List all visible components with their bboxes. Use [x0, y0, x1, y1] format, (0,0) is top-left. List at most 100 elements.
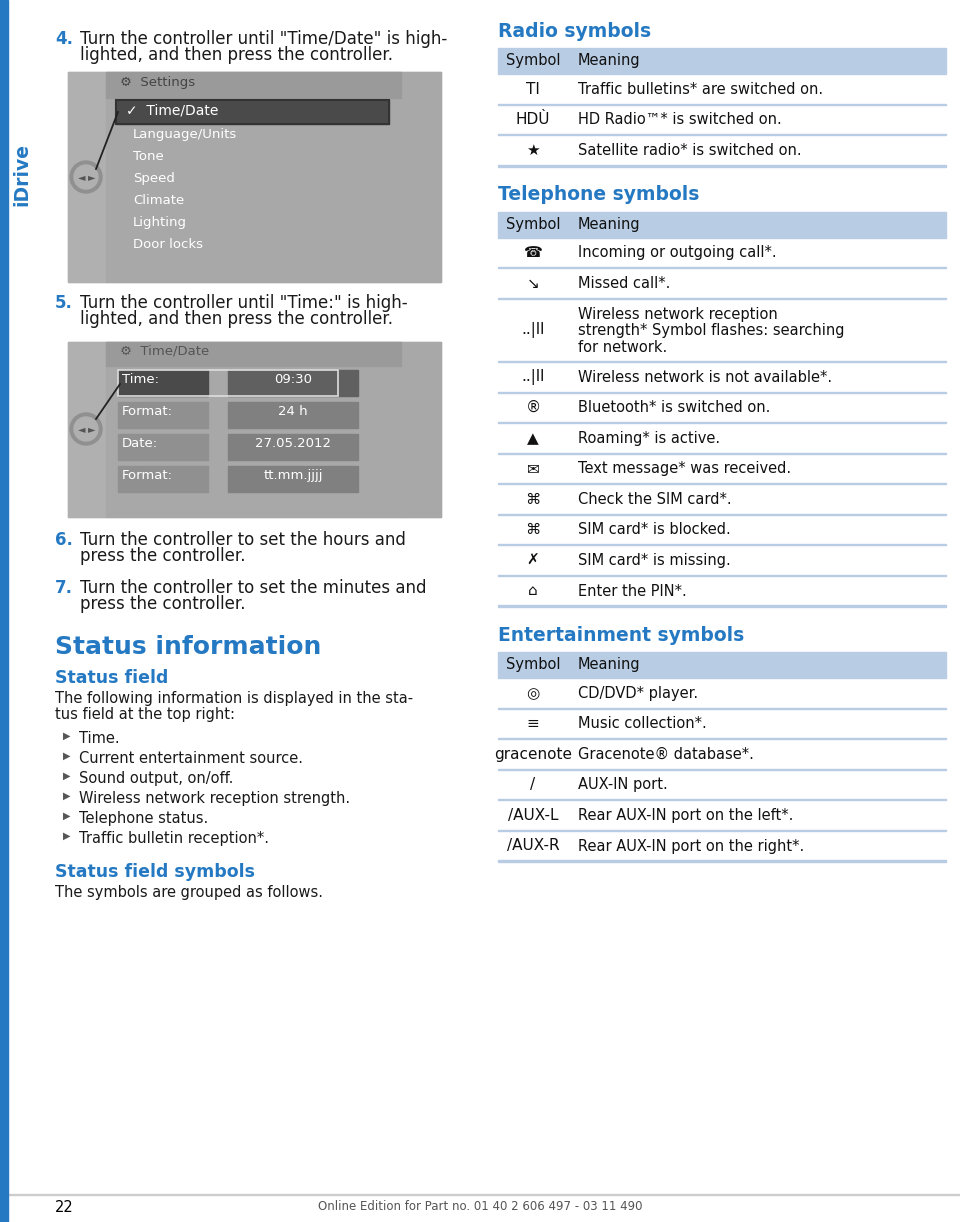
- Text: tt.mm.jjjj: tt.mm.jjjj: [263, 469, 323, 481]
- Text: Meaning: Meaning: [578, 657, 640, 672]
- Circle shape: [70, 413, 102, 445]
- Text: ✓  Time/Date: ✓ Time/Date: [126, 103, 218, 117]
- Bar: [118, 370, 208, 396]
- Text: ◄: ◄: [79, 172, 85, 182]
- Text: 22: 22: [55, 1200, 74, 1215]
- Bar: [0, 1194, 960, 1222]
- Text: Incoming or outgoing call*.: Incoming or outgoing call*.: [578, 246, 777, 260]
- Text: The symbols are grouped as follows.: The symbols are grouped as follows.: [55, 885, 323, 899]
- Text: 7.: 7.: [55, 579, 73, 598]
- Bar: [498, 653, 946, 678]
- Text: ☎: ☎: [523, 246, 542, 260]
- Text: Lighting: Lighting: [133, 216, 187, 229]
- Text: ✉: ✉: [527, 461, 540, 477]
- Text: ..|ll: ..|ll: [521, 323, 544, 338]
- Text: lighted, and then press the controller.: lighted, and then press the controller.: [80, 310, 393, 327]
- Text: ⌘: ⌘: [525, 522, 540, 538]
- Text: 4.: 4.: [55, 31, 73, 48]
- Bar: [68, 342, 441, 517]
- Text: ▲: ▲: [527, 430, 539, 446]
- Bar: [106, 72, 401, 282]
- Text: Telephone status.: Telephone status.: [79, 811, 208, 826]
- Text: ▶: ▶: [63, 791, 70, 800]
- Text: 6.: 6.: [55, 532, 73, 549]
- Bar: [0, 0, 8, 1222]
- Text: Status field symbols: Status field symbols: [55, 863, 255, 881]
- Text: Symbol: Symbol: [506, 216, 561, 231]
- Text: Enter the PIN*.: Enter the PIN*.: [578, 583, 686, 599]
- Bar: [68, 342, 106, 517]
- Text: Satellite radio* is switched on.: Satellite radio* is switched on.: [578, 143, 802, 158]
- Text: 09:30: 09:30: [274, 373, 312, 386]
- Text: ..|ll: ..|ll: [521, 369, 544, 385]
- Text: iDrive: iDrive: [12, 143, 32, 207]
- Text: Check the SIM card*.: Check the SIM card*.: [578, 492, 732, 507]
- Bar: [401, 342, 441, 517]
- Text: Music collection*.: Music collection*.: [578, 716, 707, 732]
- Bar: [106, 342, 401, 517]
- Text: ✗: ✗: [527, 552, 540, 568]
- Text: Rear AUX-IN port on the left*.: Rear AUX-IN port on the left*.: [578, 808, 793, 822]
- Text: Turn the controller to set the hours and: Turn the controller to set the hours and: [80, 532, 406, 549]
- Text: HD Radio™* is switched on.: HD Radio™* is switched on.: [578, 112, 781, 127]
- Text: for network.: for network.: [578, 340, 667, 354]
- Text: gracenote: gracenote: [494, 747, 572, 761]
- Text: Traffic bulletin reception*.: Traffic bulletin reception*.: [79, 831, 269, 846]
- Text: TI: TI: [526, 82, 540, 97]
- Text: SIM card* is blocked.: SIM card* is blocked.: [578, 523, 731, 538]
- Text: SIM card* is missing.: SIM card* is missing.: [578, 554, 731, 568]
- Text: AUX-IN port.: AUX-IN port.: [578, 777, 668, 793]
- Text: HDÙ: HDÙ: [516, 112, 550, 127]
- Text: /: /: [531, 777, 536, 792]
- Text: Symbol: Symbol: [506, 657, 561, 672]
- Text: Wireless network reception strength.: Wireless network reception strength.: [79, 791, 350, 807]
- Bar: [498, 48, 946, 75]
- Bar: [106, 72, 401, 98]
- Text: Turn the controller until "Time/Date" is high-: Turn the controller until "Time/Date" is…: [80, 31, 447, 48]
- Bar: [118, 402, 208, 428]
- Text: Current entertainment source.: Current entertainment source.: [79, 752, 303, 766]
- Text: Turn the controller to set the minutes and: Turn the controller to set the minutes a…: [80, 579, 426, 598]
- Text: Speed: Speed: [133, 172, 175, 185]
- Text: Door locks: Door locks: [133, 238, 203, 251]
- Text: Status information: Status information: [55, 635, 322, 659]
- Bar: [118, 434, 208, 459]
- Text: The following information is displayed in the sta-: The following information is displayed i…: [55, 690, 413, 706]
- Text: ▶: ▶: [63, 771, 70, 781]
- Text: ▶: ▶: [63, 731, 70, 741]
- Text: Entertainment symbols: Entertainment symbols: [498, 626, 744, 645]
- Circle shape: [70, 161, 102, 193]
- Text: Wireless network is not available*.: Wireless network is not available*.: [578, 370, 832, 385]
- Text: Text message* was received.: Text message* was received.: [578, 462, 791, 477]
- Text: lighted, and then press the controller.: lighted, and then press the controller.: [80, 46, 393, 64]
- Text: Traffic bulletins* are switched on.: Traffic bulletins* are switched on.: [578, 82, 823, 97]
- Text: press the controller.: press the controller.: [80, 547, 246, 565]
- Bar: [118, 370, 338, 396]
- Text: ▶: ▶: [63, 811, 70, 821]
- Text: ▶: ▶: [63, 752, 70, 761]
- Text: Format:: Format:: [122, 469, 173, 481]
- Text: 27.05.2012: 27.05.2012: [255, 437, 331, 450]
- Circle shape: [74, 165, 98, 189]
- Bar: [106, 342, 401, 367]
- Text: ◎: ◎: [526, 686, 540, 700]
- Text: ≡: ≡: [527, 716, 540, 731]
- Bar: [401, 72, 441, 282]
- Text: ⚙  Time/Date: ⚙ Time/Date: [120, 345, 209, 358]
- Text: Radio symbols: Radio symbols: [498, 22, 651, 42]
- Text: Format:: Format:: [122, 404, 173, 418]
- Text: 24 h: 24 h: [278, 404, 308, 418]
- Text: ►: ►: [88, 424, 96, 434]
- Text: /AUX-L: /AUX-L: [508, 808, 559, 822]
- Text: /AUX-R: /AUX-R: [507, 838, 560, 853]
- Text: press the controller.: press the controller.: [80, 595, 246, 613]
- Text: Telephone symbols: Telephone symbols: [498, 186, 700, 204]
- Bar: [228, 466, 358, 492]
- Text: ►: ►: [88, 172, 96, 182]
- Bar: [118, 466, 208, 492]
- Text: Meaning: Meaning: [578, 53, 640, 68]
- Text: Gracenote® database*.: Gracenote® database*.: [578, 747, 754, 763]
- Text: Language/Units: Language/Units: [133, 128, 237, 141]
- Text: strength* Symbol flashes: searching: strength* Symbol flashes: searching: [578, 323, 845, 338]
- Text: ®: ®: [525, 401, 540, 415]
